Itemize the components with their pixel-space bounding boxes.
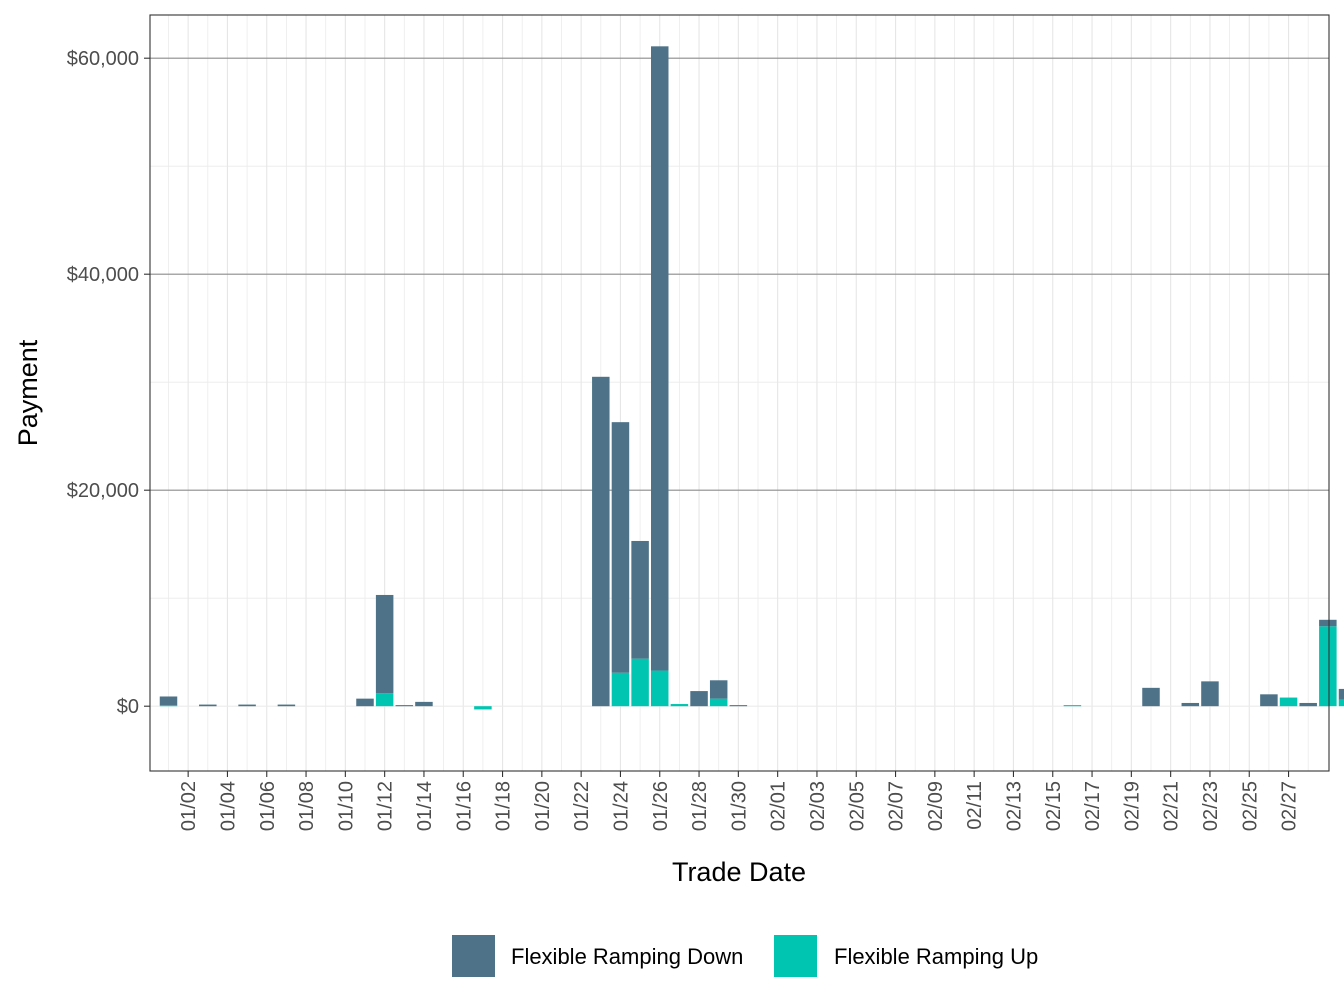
x-tick-label: 02/27 (1279, 781, 1301, 831)
bar-flexible-ramping-down (651, 46, 669, 671)
x-tick-label: 02/13 (1003, 781, 1025, 831)
bar-flexible-ramping-up (631, 658, 649, 707)
x-tick-label: 02/19 (1121, 781, 1143, 831)
y-axis-title: Payment (13, 339, 43, 446)
bar-flexible-ramping-up (709, 698, 728, 707)
legend-label-flexible-ramping-down: Flexible Ramping Down (511, 944, 743, 969)
plot-background (150, 15, 1329, 771)
x-tick-label: 01/18 (493, 781, 515, 831)
bar-flexible-ramping-up (1279, 697, 1298, 707)
bar-flexible-ramping-down (277, 704, 296, 707)
bar-flexible-ramping-up (611, 672, 630, 707)
x-tick-label: 02/03 (807, 781, 829, 831)
x-tick-label: 02/11 (964, 781, 986, 830)
bar-flexible-ramping-up (1338, 699, 1344, 707)
bar-flexible-ramping-down (356, 698, 374, 707)
plot-panel-border (149, 14, 1330, 772)
x-tick-label: 01/16 (453, 781, 475, 831)
bar-flexible-ramping-down (1338, 688, 1344, 700)
x-tick-label: 01/24 (610, 781, 632, 831)
y-tick-label: $40,000 (67, 264, 139, 286)
y-tick-label: $0 (117, 696, 139, 718)
bar-flexible-ramping-down (1319, 619, 1337, 627)
legend: Flexible Ramping Down Flexible Ramping U… (452, 935, 1038, 977)
x-tick-label: 02/07 (886, 781, 908, 831)
x-tick-label: 02/15 (1043, 781, 1065, 831)
bar-flexible-ramping-down (611, 422, 630, 673)
bar-flexible-ramping-down (1201, 681, 1219, 707)
bar-flexible-ramping-down (709, 680, 728, 699)
x-tick-label: 02/23 (1200, 781, 1222, 831)
y-axis: $0 $20,000 $40,000 $60,000 (67, 48, 150, 718)
legend-swatch-flexible-ramping-up (774, 935, 817, 977)
bar-flexible-ramping-up (159, 705, 178, 707)
x-tick-label: 01/10 (335, 781, 357, 831)
bar-layer (159, 46, 1344, 710)
bar-flexible-ramping-down (1260, 694, 1278, 707)
x-tick-label: 01/20 (532, 781, 554, 831)
x-tick-label: 01/04 (217, 781, 239, 831)
bar-flexible-ramping-up (1319, 626, 1337, 707)
y-tick-label: $60,000 (67, 48, 139, 70)
x-tick-label: 01/14 (414, 781, 436, 831)
bar-flexible-ramping-down (1299, 702, 1317, 707)
x-tick-label: 01/30 (728, 781, 750, 831)
x-tick-label: 02/09 (925, 781, 947, 831)
bar-flexible-ramping-down (1142, 687, 1160, 707)
bar-flexible-ramping-down (159, 696, 178, 706)
x-tick-label: 01/28 (689, 781, 711, 831)
legend-swatch-flexible-ramping-down (452, 935, 495, 977)
bar-flexible-ramping-down (631, 540, 649, 659)
x-axis: 01/02 01/04 01/06 01/08 01/10 01/12 01/14 01/16… (178, 771, 1301, 831)
bar-flexible-ramping-down (395, 705, 414, 707)
x-tick-label: 02/21 (1161, 781, 1183, 831)
bar-flexible-ramping-down (199, 704, 217, 707)
bar-flexible-ramping-up (670, 704, 689, 707)
bar-flexible-ramping-up (1063, 705, 1082, 707)
x-tick-label: 01/08 (296, 781, 318, 831)
bar-flexible-ramping-down (375, 594, 394, 694)
bar-flexible-ramping-up (375, 693, 394, 707)
bar-flexible-ramping-down (592, 376, 610, 707)
x-tick-label: 02/25 (1239, 781, 1261, 831)
grid-layer (150, 15, 1329, 771)
bar-flexible-ramping-down (238, 704, 256, 707)
bar-flexible-ramping-down (415, 701, 433, 707)
x-tick-label: 02/01 (768, 781, 790, 831)
bar-flexible-ramping-down (690, 691, 708, 707)
bar-flexible-ramping-down (729, 705, 748, 707)
x-tick-label: 01/02 (178, 781, 200, 831)
bar-flexible-ramping-up (651, 670, 669, 707)
bar-flexible-ramping-up (474, 706, 492, 710)
y-tick-label: $20,000 (67, 480, 139, 502)
x-tick-label: 02/05 (846, 781, 868, 831)
x-tick-label: 01/06 (257, 781, 279, 831)
x-tick-label: 01/12 (375, 781, 397, 831)
bar-flexible-ramping-down (1181, 702, 1200, 707)
x-axis-title: Trade Date (672, 857, 806, 887)
x-tick-label: 01/22 (571, 781, 593, 831)
x-tick-label: 01/26 (650, 781, 672, 831)
x-tick-label: 02/17 (1082, 781, 1104, 831)
legend-label-flexible-ramping-up: Flexible Ramping Up (834, 944, 1038, 969)
